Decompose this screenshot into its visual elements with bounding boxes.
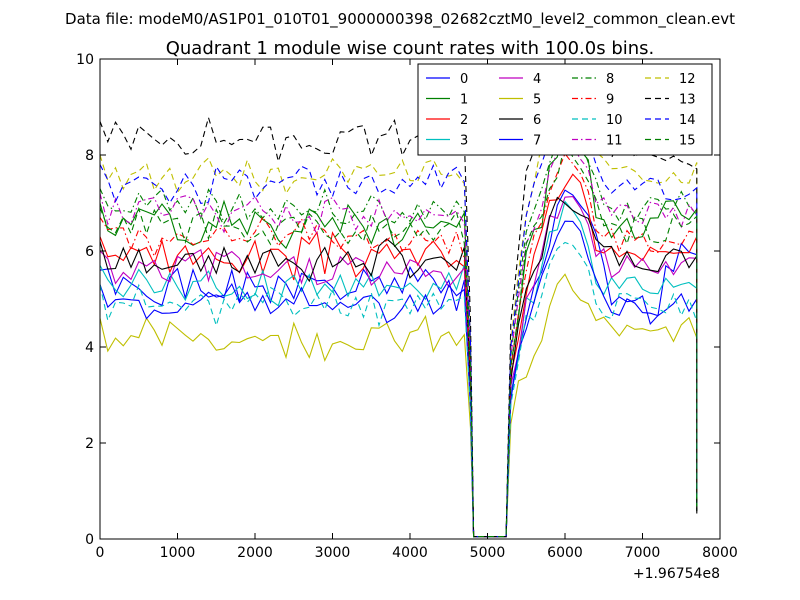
series-line-10: [100, 241, 698, 538]
y-tick-label: 10: [76, 52, 94, 68]
legend-label: 9: [606, 93, 614, 108]
y-tick-label: 0: [85, 532, 94, 548]
series-line-5: [100, 273, 698, 538]
chart-title: Quadrant 1 module wise count rates with …: [166, 38, 655, 59]
x-tick-label: 3000: [315, 545, 351, 561]
series-line-7: [100, 220, 698, 538]
y-tick-label: 8: [85, 148, 94, 164]
y-tick-label: 2: [85, 436, 94, 452]
legend-label: 13: [679, 93, 696, 108]
series-line-3: [100, 200, 698, 538]
legend-box: [417, 63, 713, 156]
legend-label: 15: [679, 134, 696, 149]
legend-label: 4: [533, 72, 541, 87]
plot-area: 0 1000 2000 3000 4000 5000 6000 7000 80000246810…: [76, 52, 738, 561]
x-tick-label: 5000: [470, 545, 506, 561]
series-line-15: [100, 142, 698, 538]
series-line-2: [100, 173, 698, 538]
legend-label: 14: [679, 113, 696, 128]
legend-label: 0: [460, 72, 468, 87]
series-line-0: [100, 189, 698, 538]
series-line-4: [100, 196, 698, 538]
series-line-8: [100, 129, 698, 538]
y-tick-label: 6: [85, 244, 94, 260]
legend-label: 12: [679, 72, 696, 87]
series-group: [100, 64, 698, 538]
legend-label: 5: [533, 93, 541, 108]
chart-suptitle: Data file: modeM0/AS1P01_010T01_90000003…: [65, 10, 735, 29]
x-tick-label: 8000: [702, 545, 738, 561]
legend-label: 6: [533, 113, 541, 128]
y-tick-label: 4: [85, 340, 94, 356]
legend-label: 7: [533, 134, 541, 149]
x-tick-label: 1000: [160, 545, 196, 561]
legend-label: 11: [606, 134, 623, 149]
x-axis-offset-label: +1.96754e8: [633, 566, 720, 582]
x-tick-label: 4000: [392, 545, 428, 561]
series-line-9: [100, 152, 698, 538]
x-tick-label: 6000: [547, 545, 583, 561]
x-tick-label: 2000: [237, 545, 273, 561]
series-line-11: [100, 124, 698, 538]
legend-label: 2: [460, 113, 468, 128]
x-tick-label: 0: [96, 545, 105, 561]
legend-label: 1: [460, 93, 468, 108]
legend-label: 8: [606, 72, 614, 87]
x-tick-label: 7000: [625, 545, 661, 561]
legend-label: 10: [606, 113, 623, 128]
legend-label: 3: [460, 134, 468, 149]
series-line-14: [100, 105, 698, 538]
series-line-12: [100, 70, 698, 538]
series-line-6: [100, 196, 698, 538]
